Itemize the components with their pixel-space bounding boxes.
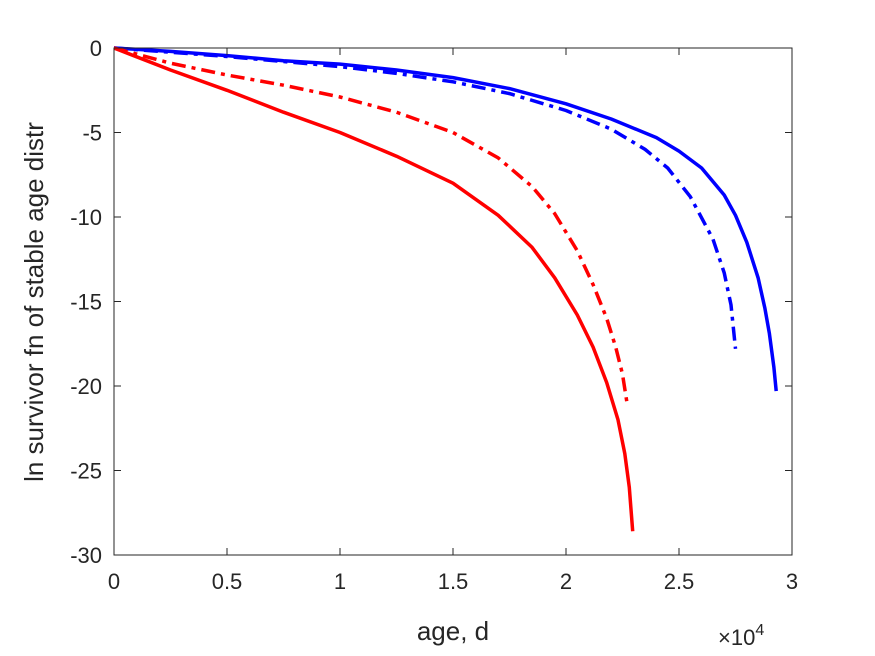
y-tick-label: -15: [70, 290, 102, 315]
y-tick-label: 0: [90, 36, 102, 61]
x-exponent-label: ×104: [718, 622, 764, 650]
y-tick-label: -25: [70, 459, 102, 484]
y-tick-label: -5: [82, 121, 102, 146]
x-tick-label: 2.5: [664, 569, 695, 594]
y-tick-label: -30: [70, 543, 102, 568]
y-tick-label: -10: [70, 205, 102, 230]
series-line-2: [113, 46, 738, 349]
series-layer: [113, 46, 778, 532]
x-tick-label: 2: [560, 569, 572, 594]
x-tick-label: 0: [108, 569, 120, 594]
tick-layer: 0 0.5 1 1.5 2 2.5 3 0 -5 -10 -15 -20 -25 -30: [70, 36, 798, 594]
x-exponent-base: ×10: [718, 625, 755, 650]
series-line-3: [113, 46, 629, 404]
x-tick-label: 1: [334, 569, 346, 594]
y-tick-label: -20: [70, 374, 102, 399]
series-line-4: [113, 46, 635, 532]
x-tick-label: 0.5: [212, 569, 243, 594]
x-tick-label: 1.5: [438, 569, 469, 594]
x-exponent-power: 4: [755, 622, 764, 639]
x-axis-label: age, d: [417, 616, 489, 646]
y-axis-label: ln survivor fn of stable age distr: [19, 122, 49, 482]
plot-area: [114, 48, 792, 555]
x-tick-label: 3: [786, 569, 798, 594]
